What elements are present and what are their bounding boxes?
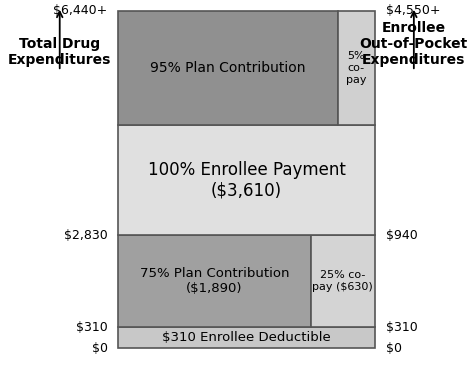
Text: $2,830: $2,830 — [64, 229, 107, 242]
Text: 95% Plan Contribution: 95% Plan Contribution — [150, 61, 306, 75]
Text: 25% co-
pay ($630): 25% co- pay ($630) — [313, 270, 373, 292]
Bar — [118, 235, 311, 327]
Text: $310: $310 — [386, 321, 418, 334]
Bar — [118, 125, 375, 235]
Bar — [118, 327, 375, 349]
Text: 100% Enrollee Payment
($3,610): 100% Enrollee Payment ($3,610) — [148, 161, 345, 200]
Text: Total Drug
Expenditures: Total Drug Expenditures — [8, 37, 112, 67]
Text: $940: $940 — [386, 229, 418, 242]
Text: 75% Plan Contribution
($1,890): 75% Plan Contribution ($1,890) — [140, 267, 289, 295]
Bar — [118, 11, 338, 125]
Text: $310 Enrollee Deductible: $310 Enrollee Deductible — [162, 331, 331, 344]
Bar — [311, 235, 375, 327]
Text: $6,440+: $6,440+ — [53, 4, 107, 17]
Text: $4,550+: $4,550+ — [386, 4, 440, 17]
Bar — [338, 11, 375, 125]
Text: Enrollee
Out-of-Pocket
Expenditures: Enrollee Out-of-Pocket Expenditures — [360, 21, 468, 67]
Text: 5%
co-
pay: 5% co- pay — [346, 51, 366, 85]
Text: $0: $0 — [92, 342, 107, 355]
Text: $0: $0 — [386, 342, 401, 355]
Text: $310: $310 — [76, 321, 107, 334]
